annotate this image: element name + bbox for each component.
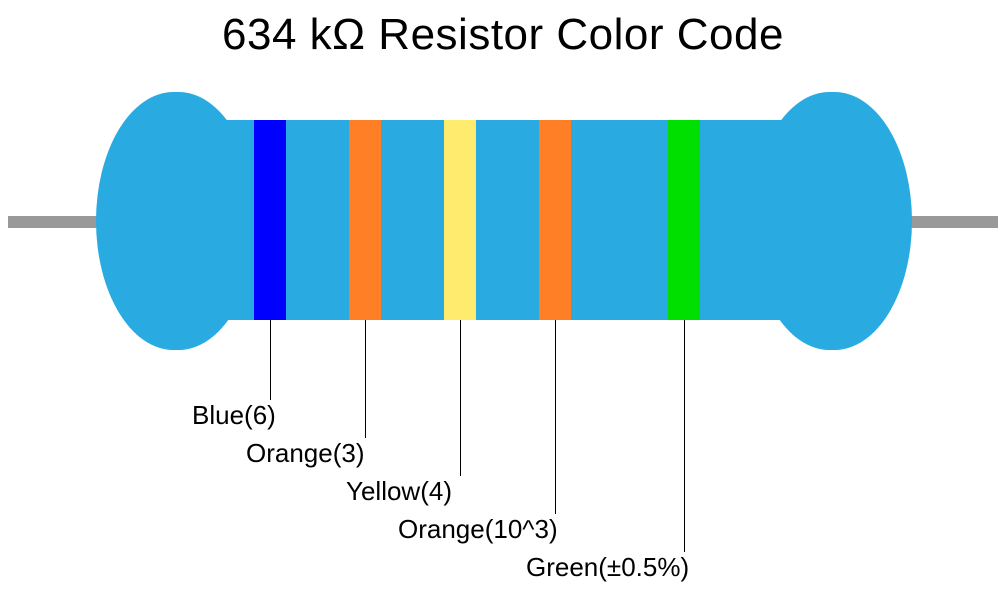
band-3 [444,120,476,320]
page-title: 634 kΩ Resistor Color Code [0,10,1006,60]
band-4-leader-line [555,320,556,514]
resistor-body [196,120,812,320]
band-1-label: Blue(6) [192,400,276,431]
band-5 [668,120,700,320]
band-4-label: Orange(10^3) [398,514,558,545]
band-1-leader-line [270,320,271,400]
band-4 [539,120,571,320]
band-2-leader-line [365,320,366,438]
resistor-diagram: 634 kΩ Resistor Color Code Blue(6) Orange… [0,0,1006,607]
band-5-label: Green(±0.5%) [526,552,689,583]
band-3-label: Yellow(4) [346,476,452,507]
band-5-leader-line [684,320,685,552]
band-2-label: Orange(3) [246,438,365,469]
band-1 [254,120,286,320]
band-3-leader-line [460,320,461,476]
band-2 [349,120,381,320]
